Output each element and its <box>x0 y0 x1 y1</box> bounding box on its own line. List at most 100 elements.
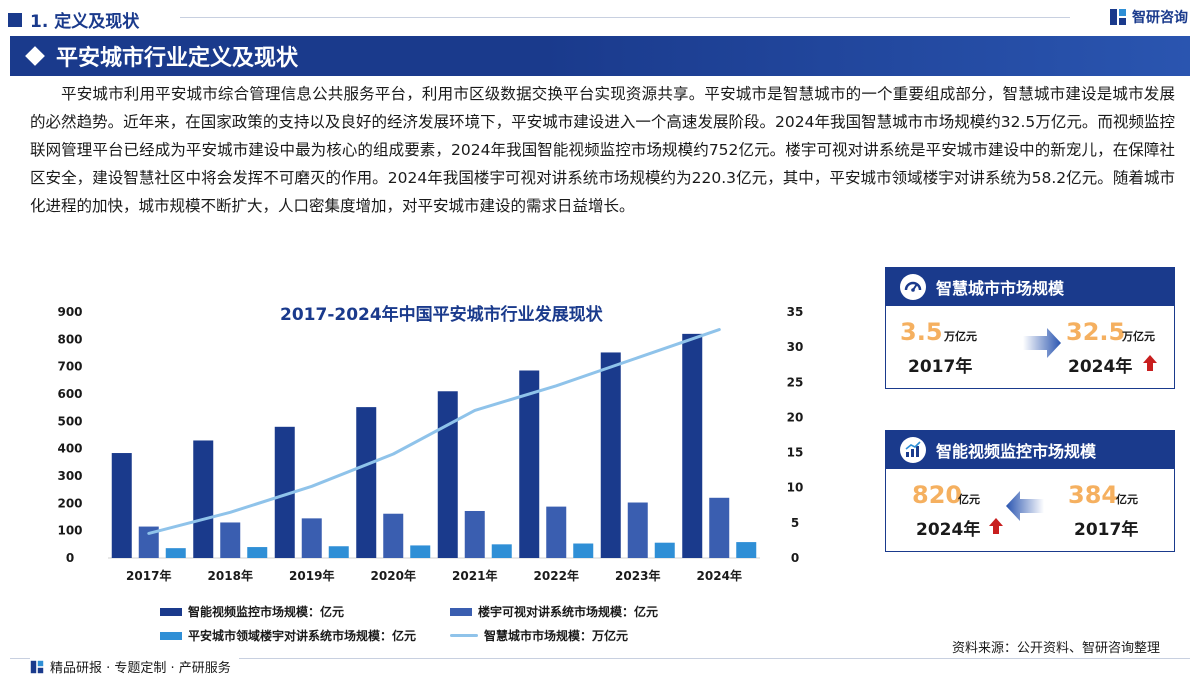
bar-intercom <box>138 526 159 558</box>
legend-swatch-intercom <box>450 607 472 616</box>
y-left-tick-label: 900 <box>57 305 82 319</box>
y-right-tick-label: 35 <box>787 305 804 319</box>
card-smart-city: 智慧城市市场规模 3.5 万亿元 2017年 32.5 万亿元 2024年 <box>885 267 1175 389</box>
card-header: 智慧城市市场规模 <box>886 268 1174 306</box>
legend-label-smartcity: 智慧城市市场规模：万亿元 <box>484 629 629 643</box>
current-year: 2024年 <box>916 520 981 540</box>
section-heading: 1. 定义及现状 <box>8 7 139 32</box>
end-value: 32.5 <box>1066 318 1126 346</box>
up-arrow-icon <box>1143 355 1157 371</box>
bar-safecity-intercom <box>491 544 512 558</box>
y-left-tick-label: 200 <box>57 496 82 510</box>
arrow-left-icon <box>1006 491 1044 521</box>
x-tick-label: 2020年 <box>371 568 416 583</box>
title-banner: 平安城市行业定义及现状 <box>10 36 1190 76</box>
header-divider <box>180 17 1070 18</box>
line-smart-city <box>147 328 721 535</box>
y-right-tick-label: 15 <box>787 446 804 460</box>
legend-item-video: 智能视频监控市场规模：亿元 <box>160 603 344 620</box>
y-right-tick-label: 0 <box>791 551 799 565</box>
diamond-icon <box>25 46 45 66</box>
combo-chart: 0 100 200 300 400 500 600 700 800 900 0 5 10 15 20 25 30… <box>57 305 804 583</box>
section-square-icon <box>8 12 22 27</box>
y-left-tick-label: 600 <box>57 387 82 401</box>
start-unit: 万亿元 <box>944 330 977 343</box>
end-unit: 万亿元 <box>1122 330 1155 343</box>
bar-video <box>600 352 621 558</box>
bar-intercom <box>220 522 241 558</box>
x-tick-label: 2019年 <box>289 568 334 583</box>
y-left-tick-label: 400 <box>57 442 82 456</box>
legend-item-intercom: 楼宇可视对讲系统市场规模：亿元 <box>450 603 658 620</box>
bar-safecity-intercom <box>165 548 186 558</box>
card-title: 智能视频监控市场规模 <box>936 442 1097 461</box>
card-video-surveillance: 智能视频监控市场规模 820 亿元 2024年 384 亿元 2017年 <box>885 430 1175 552</box>
footer-divider <box>10 658 1190 659</box>
bar-video <box>437 391 458 558</box>
start-value: 3.5 <box>900 318 943 346</box>
brand-logo: 智研咨询 <box>1109 7 1188 27</box>
bar-video <box>111 453 132 558</box>
x-tick-label: 2024年 <box>697 568 742 583</box>
bar-video <box>682 333 703 558</box>
bar-intercom <box>546 506 567 558</box>
base-value: 384 <box>1068 481 1119 509</box>
bar-video <box>356 407 377 558</box>
legend-label-video: 智能视频监控市场规模：亿元 <box>188 605 345 619</box>
source-note: 资料来源：公开资料、智研咨询整理 <box>951 641 1160 656</box>
bar-intercom <box>301 518 322 558</box>
bar-intercom <box>709 497 730 558</box>
page-title: 平安城市行业定义及现状 <box>56 46 299 71</box>
bar-safecity-intercom <box>573 543 594 558</box>
y-left-tick-label: 300 <box>57 469 82 483</box>
chart-area: 2017-2024年中国平安城市行业发展现状 0 100 200 300 400 500 6… <box>50 290 840 640</box>
base-year: 2017年 <box>1074 520 1139 540</box>
top-header: 1. 定义及现状 智研咨询 <box>0 0 1200 36</box>
bar-safecity-intercom <box>736 542 757 558</box>
legend-swatch-smartcity <box>450 634 478 637</box>
bar-intercom <box>383 513 404 558</box>
up-arrow-icon <box>989 518 1003 534</box>
current-unit: 亿元 <box>958 493 980 506</box>
y-right-tick-label: 10 <box>787 481 804 495</box>
legend-label-safecity-intercom: 平安城市领域楼宇对讲系统市场规模：亿元 <box>188 629 417 643</box>
x-tick-label: 2018年 <box>208 568 253 583</box>
legend-label-intercom: 楼宇可视对讲系统市场规模：亿元 <box>478 605 659 619</box>
bar-safecity-intercom <box>654 542 675 558</box>
legend-swatch-safecity-intercom <box>160 631 182 640</box>
bar-safecity-intercom <box>247 547 268 558</box>
card-body: 3.5 万亿元 2017年 32.5 万亿元 2024年 <box>886 306 1174 388</box>
current-value: 820 <box>912 481 963 509</box>
gauge-icon <box>900 274 926 300</box>
end-year: 2024年 <box>1068 357 1133 377</box>
card-title: 智慧城市市场规模 <box>936 279 1065 298</box>
legend-swatch-video <box>160 607 182 616</box>
y-right-tick-label: 20 <box>787 410 804 424</box>
bar-video <box>274 426 295 558</box>
y-left-tick-label: 0 <box>66 551 74 565</box>
brand-logo-icon <box>30 660 44 673</box>
bar-video <box>519 370 540 558</box>
y-right-tick-label: 25 <box>787 375 804 389</box>
bar-safecity-intercom <box>328 546 349 558</box>
section-title: 1. 定义及现状 <box>30 12 140 32</box>
brand-name: 智研咨询 <box>1132 10 1188 26</box>
x-tick-label: 2023年 <box>615 568 660 583</box>
x-tick-label: 2017年 <box>126 568 171 583</box>
x-tick-label: 2022年 <box>534 568 579 583</box>
intro-paragraph: 平安城市利用平安城市综合管理信息公共服务平台，利用市区级数据交换平台实现资源共享… <box>30 85 1175 215</box>
y-left-tick-label: 500 <box>57 414 82 428</box>
footer-tagline: 精品研报 · 专题定制 · 产研服务 <box>30 657 239 675</box>
base-unit: 亿元 <box>1116 493 1138 506</box>
bar-safecity-intercom <box>410 545 431 558</box>
legend-item-smartcity: 智慧城市市场规模：万亿元 <box>450 627 628 644</box>
chart-title: 2017-2024年中国平安城市行业发展现状 <box>280 305 603 325</box>
trend-chart-icon <box>900 437 926 463</box>
y-right-tick-label: 30 <box>787 340 804 354</box>
y-right-tick-label: 5 <box>791 516 799 530</box>
y-left-tick-label: 700 <box>57 360 82 374</box>
card-header: 智能视频监控市场规模 <box>886 431 1174 469</box>
x-tick-label: 2021年 <box>452 568 497 583</box>
arrow-right-icon <box>1023 328 1061 358</box>
y-left-tick-label: 100 <box>57 524 82 538</box>
